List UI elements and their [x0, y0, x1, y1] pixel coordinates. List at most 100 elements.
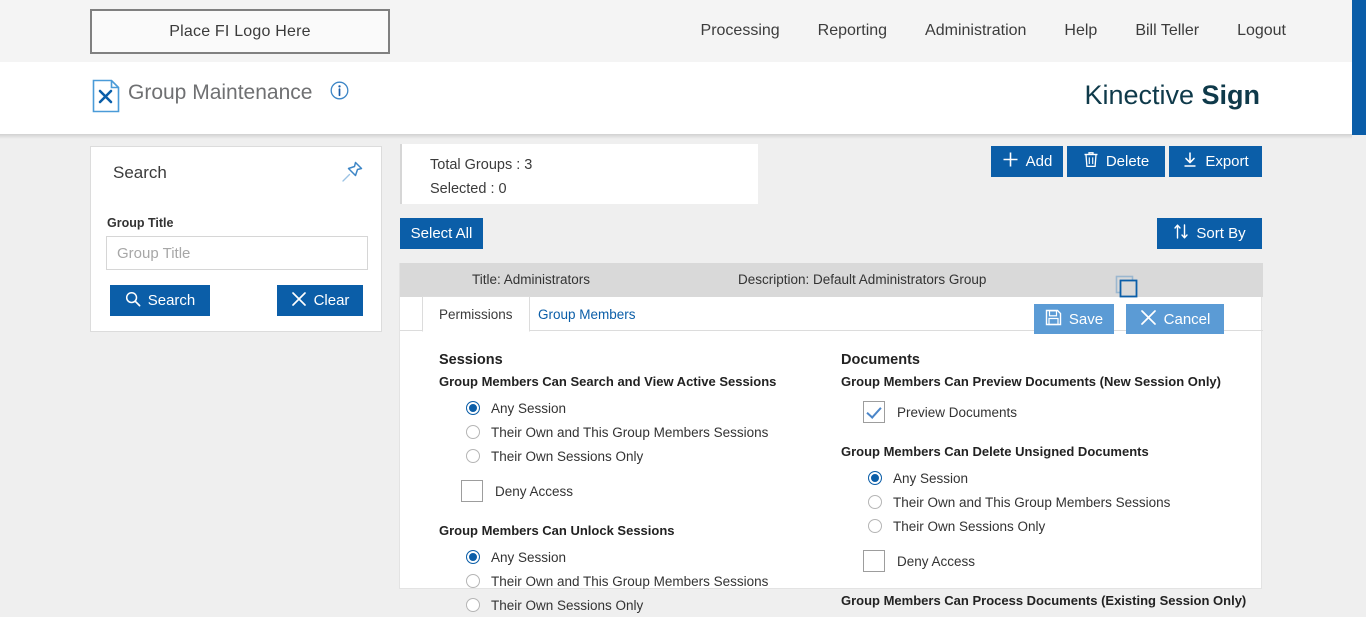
document-tools-icon: [92, 79, 120, 113]
checkbox-label: Deny Access: [495, 483, 574, 499]
magnifier-icon: [125, 291, 141, 311]
total-groups-count: Total Groups : 3: [430, 157, 533, 173]
nav-item-administration[interactable]: Administration: [925, 22, 1027, 39]
tab-permissions[interactable]: Permissions: [422, 296, 530, 332]
sort-by-button[interactable]: Sort By: [1157, 218, 1262, 249]
radio-option[interactable]: Any Session: [439, 545, 839, 569]
perm-group-title: Group Members Can Search and View Active…: [439, 374, 777, 389]
cancel-button[interactable]: Cancel: [1126, 304, 1224, 334]
brand-name: Kinective: [1084, 80, 1202, 110]
info-icon[interactable]: [330, 81, 349, 100]
select-all-button[interactable]: Select All: [400, 218, 483, 249]
add-button[interactable]: Add: [991, 146, 1063, 177]
top-bar: Place FI Logo Here Processing Reporting …: [0, 0, 1366, 62]
save-button-label: Save: [1068, 310, 1104, 328]
perm-group-title: Group Members Can Process Documents (Exi…: [841, 593, 1247, 608]
spacer: [841, 423, 1261, 444]
group-title-value: Title: Administrators: [472, 272, 591, 287]
sessions-section-title: Sessions: [439, 352, 503, 368]
radio-label: Any Session: [491, 400, 567, 416]
download-icon: [1182, 151, 1198, 172]
export-button-label: Export: [1205, 153, 1249, 170]
checkbox-icon: [863, 550, 885, 572]
radio-label: Their Own and This Group Members Session…: [491, 424, 769, 440]
header-shadow: [0, 134, 1352, 139]
perm-group-title: Group Members Can Preview Documents (New…: [841, 374, 1221, 389]
perm-group-title: Group Members Can Delete Unsigned Docume…: [841, 444, 1149, 459]
x-icon: [1140, 309, 1157, 330]
permissions-column-documents: Documents Group Members Can Preview Docu…: [841, 352, 1261, 615]
radio-option[interactable]: Their Own Sessions Only: [439, 444, 839, 468]
clear-button-label: Clear: [313, 292, 350, 309]
save-button[interactable]: Save: [1034, 304, 1114, 334]
tab-bar: Permissions Group Members: [400, 296, 1263, 332]
radio-option[interactable]: Their Own and This Group Members Session…: [439, 569, 839, 593]
sort-arrows-icon: [1173, 223, 1189, 244]
x-icon: [291, 291, 307, 311]
search-panel-title: Search: [113, 163, 167, 182]
radio-label: Any Session: [893, 470, 969, 486]
nav-item-processing[interactable]: Processing: [700, 22, 780, 39]
nav-item-logout[interactable]: Logout: [1237, 22, 1286, 39]
radio-label: Their Own Sessions Only: [893, 518, 1046, 534]
copy-icon[interactable]: [1112, 273, 1140, 301]
delete-button[interactable]: Delete: [1067, 146, 1165, 177]
group-description-value: Description: Default Administrators Grou…: [738, 272, 987, 287]
perm-group-title: Group Members Can Unlock Sessions: [439, 523, 675, 538]
radio-icon-selected: [466, 401, 480, 415]
group-header-row[interactable]: Title: Administrators Description: Defau…: [400, 263, 1263, 298]
brand-product: Sign: [1201, 80, 1261, 110]
nav-item-bill-teller[interactable]: Bill Teller: [1135, 22, 1200, 39]
radio-option[interactable]: Their Own Sessions Only: [841, 514, 1261, 538]
radio-icon: [466, 574, 480, 588]
select-all-label: Select All: [410, 225, 473, 242]
fi-logo-text: Place FI Logo Here: [169, 22, 311, 40]
page-title: Group Maintenance: [128, 81, 313, 104]
radio-icon: [868, 495, 882, 509]
radio-label: Their Own Sessions Only: [491, 597, 644, 613]
checkbox-option[interactable]: Preview Documents: [841, 401, 1261, 423]
checkbox-icon-checked: [863, 401, 885, 423]
sort-by-label: Sort By: [1196, 225, 1246, 242]
save-disk-icon: [1045, 309, 1062, 330]
radio-label: Their Own and This Group Members Session…: [893, 494, 1171, 510]
trash-icon: [1083, 151, 1099, 172]
search-button-label: Search: [147, 292, 196, 309]
clear-button[interactable]: Clear: [277, 285, 363, 316]
checkbox-icon: [461, 480, 483, 502]
radio-option[interactable]: Their Own and This Group Members Session…: [439, 420, 839, 444]
plus-icon: [1002, 151, 1019, 172]
export-button[interactable]: Export: [1169, 146, 1262, 177]
pin-icon[interactable]: [339, 159, 365, 185]
checkbox-option[interactable]: Deny Access: [841, 550, 1261, 572]
radio-label: Their Own Sessions Only: [491, 448, 644, 464]
radio-icon-selected: [466, 550, 480, 564]
permissions-panel: Sessions Group Members Can Search and Vi…: [400, 332, 1263, 613]
totals-panel: Total Groups : 3 Selected : 0: [400, 144, 758, 204]
radio-icon-selected: [868, 471, 882, 485]
radio-option[interactable]: Any Session: [439, 396, 839, 420]
radio-icon: [466, 598, 480, 612]
tab-group-members[interactable]: Group Members: [522, 297, 652, 331]
checkbox-label: Deny Access: [897, 553, 976, 569]
radio-icon: [466, 425, 480, 439]
checkbox-label: Preview Documents: [897, 404, 1018, 420]
brand-logo: Kinective Sign: [1084, 80, 1260, 111]
header-accent-bar: [1352, 0, 1366, 135]
nav-item-help[interactable]: Help: [1064, 22, 1098, 39]
main-navigation: Processing Reporting Administration Help…: [701, 0, 1286, 62]
radio-option[interactable]: Any Session: [841, 466, 1261, 490]
radio-option[interactable]: Their Own and This Group Members Session…: [841, 490, 1261, 514]
nav-item-reporting[interactable]: Reporting: [817, 22, 888, 39]
search-button[interactable]: Search: [110, 285, 210, 316]
delete-button-label: Delete: [1105, 153, 1150, 170]
group-card: Title: Administrators Description: Defau…: [399, 263, 1263, 613]
radio-option[interactable]: Their Own Sessions Only: [439, 593, 839, 617]
permissions-column-sessions: Sessions Group Members Can Search and Vi…: [439, 352, 839, 617]
cancel-button-label: Cancel: [1163, 310, 1211, 328]
tab-permissions-label: Permissions: [439, 306, 513, 322]
group-title-input[interactable]: [106, 236, 368, 270]
add-button-label: Add: [1025, 153, 1053, 170]
selected-count: Selected : 0: [430, 181, 507, 197]
checkbox-option[interactable]: Deny Access: [439, 480, 839, 502]
